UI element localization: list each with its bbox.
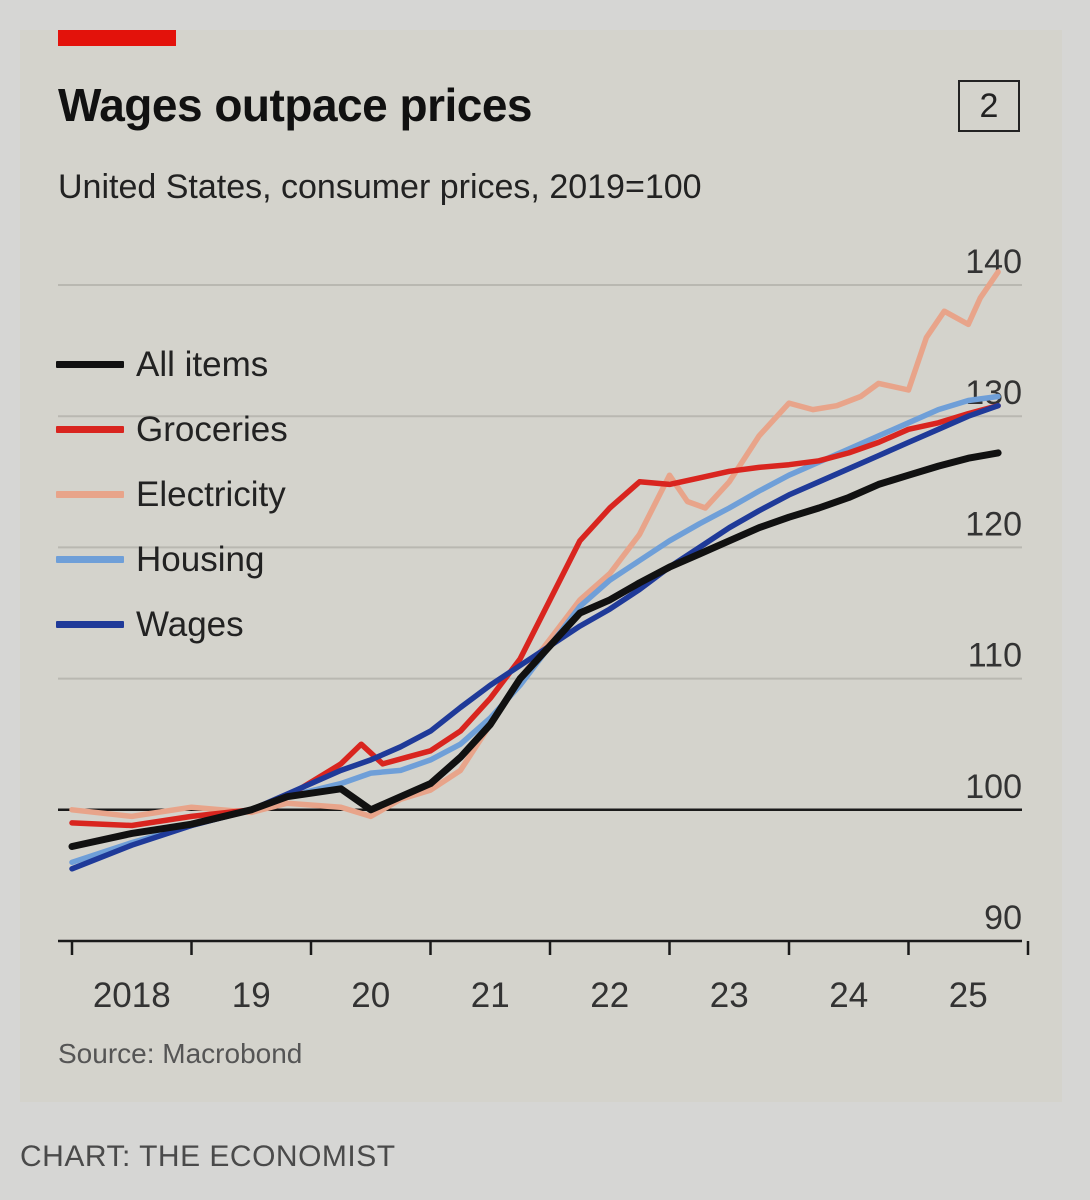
chart-title: Wages outpace prices xyxy=(58,79,533,131)
legend-swatch-all-items xyxy=(56,361,124,368)
legend-swatch-groceries xyxy=(56,426,124,433)
legend-item-housing: Housing xyxy=(56,527,288,592)
legend-label-housing: Housing xyxy=(136,539,265,579)
legend-swatch-wages xyxy=(56,621,124,628)
legend-swatch-electricity xyxy=(56,491,124,498)
legend-item-wages: Wages xyxy=(56,592,288,657)
legend-item-groceries: Groceries xyxy=(56,397,288,462)
legend-label-all-items: All items xyxy=(136,344,269,384)
legend-item-electricity: Electricity xyxy=(56,462,288,527)
chart-number-badge: 2 xyxy=(958,80,1020,132)
legend-label-groceries: Groceries xyxy=(136,409,288,449)
chart-subtitle: United States, consumer prices, 2019=100 xyxy=(58,168,702,206)
chart-credit: CHART: THE ECONOMIST xyxy=(20,1140,396,1173)
legend-swatch-housing xyxy=(56,556,124,563)
legend-label-electricity: Electricity xyxy=(136,474,286,514)
legend-label-wages: Wages xyxy=(136,604,244,644)
source-note: Source: Macrobond xyxy=(58,1038,303,1069)
legend: All items Groceries Electricity Housing … xyxy=(56,332,288,657)
legend-item-all-items: All items xyxy=(56,332,288,397)
accent-bar xyxy=(58,30,176,46)
